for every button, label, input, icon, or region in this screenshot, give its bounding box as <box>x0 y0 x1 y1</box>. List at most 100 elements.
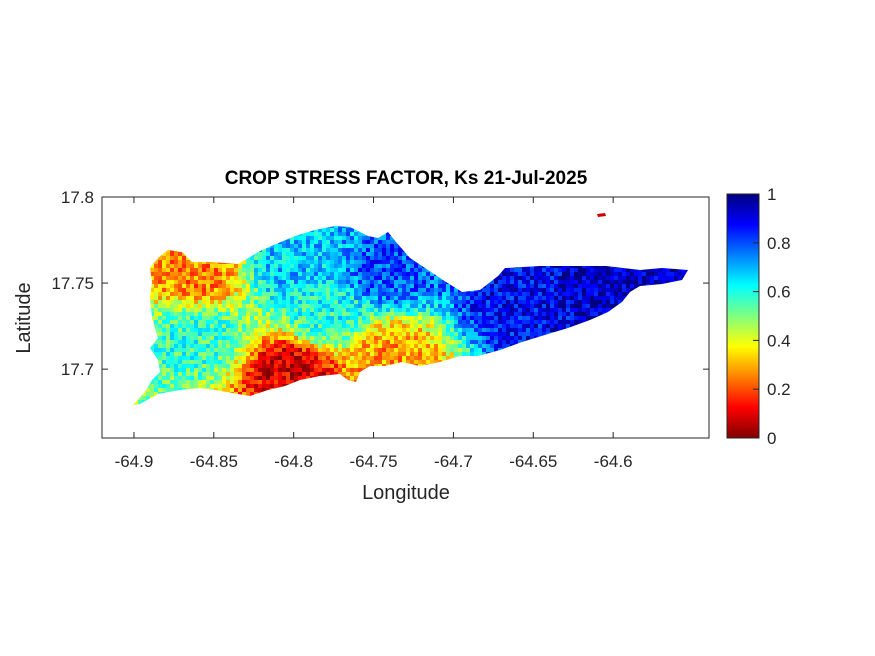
ks-cell <box>326 232 330 236</box>
ks-cell <box>494 300 498 304</box>
ks-cell <box>582 284 586 288</box>
ks-cell <box>206 296 210 300</box>
ks-cell <box>178 344 182 348</box>
ks-cell <box>158 308 162 312</box>
ks-cell <box>374 336 378 340</box>
ks-cell <box>302 296 306 300</box>
ks-cell <box>290 340 294 344</box>
ks-cell <box>566 280 570 284</box>
ks-cell <box>270 284 274 288</box>
ks-cell <box>170 288 174 292</box>
ks-cell <box>418 332 422 336</box>
ks-cell <box>286 320 290 324</box>
ks-cell <box>678 272 682 276</box>
ks-cell <box>214 352 218 356</box>
ks-cell <box>450 320 454 324</box>
ks-cell <box>218 320 222 324</box>
ks-cell <box>542 328 546 332</box>
ks-cell <box>218 328 222 332</box>
ks-cell <box>514 324 518 328</box>
ks-cell <box>234 324 238 328</box>
ks-cell <box>386 340 390 344</box>
ks-cell <box>578 292 582 296</box>
ks-cell <box>602 264 606 268</box>
ks-cell <box>218 352 222 356</box>
ks-cell <box>310 340 314 344</box>
ks-cell <box>314 284 318 288</box>
ks-cell <box>366 324 370 328</box>
ks-cell <box>178 300 182 304</box>
ks-cell <box>290 320 294 324</box>
ks-cell <box>166 296 170 300</box>
ks-cell <box>514 268 518 272</box>
ks-cell <box>214 356 218 360</box>
ks-cell <box>554 304 558 308</box>
ks-cell <box>502 268 506 272</box>
ks-cell <box>310 284 314 288</box>
ks-cell <box>282 312 286 316</box>
ks-cell <box>322 276 326 280</box>
ks-cell <box>430 324 434 328</box>
ks-cell <box>506 324 510 328</box>
ks-cell <box>638 268 642 272</box>
ks-cell <box>402 264 406 268</box>
ks-cell <box>334 324 338 328</box>
ks-cell <box>302 236 306 240</box>
ks-cell <box>402 252 406 256</box>
ks-cell <box>586 288 590 292</box>
ks-cell <box>406 352 410 356</box>
ks-cell <box>314 332 318 336</box>
ks-cell <box>666 280 670 284</box>
ks-cell <box>570 320 574 324</box>
ks-cell <box>630 288 634 292</box>
ks-cell <box>430 284 434 288</box>
ks-cell <box>358 320 362 324</box>
ks-cell <box>202 312 206 316</box>
ks-cell <box>178 308 182 312</box>
ks-cell <box>270 340 274 344</box>
ks-cell <box>294 292 298 296</box>
ks-cell <box>346 356 350 360</box>
ks-cell <box>394 328 398 332</box>
ks-cell <box>334 260 338 264</box>
ks-cell <box>626 268 630 272</box>
ks-cell <box>170 296 174 300</box>
ks-cell <box>158 280 162 284</box>
ks-cell <box>398 320 402 324</box>
ks-cell <box>362 232 366 236</box>
ks-cell <box>258 320 262 324</box>
ks-cell <box>426 268 430 272</box>
ks-cell <box>486 312 490 316</box>
ks-cell <box>286 272 290 276</box>
ks-cell <box>186 308 190 312</box>
ks-cell <box>526 300 530 304</box>
ks-cell <box>382 256 386 260</box>
ks-cell <box>314 244 318 248</box>
ks-cell <box>394 292 398 296</box>
ks-cell <box>442 324 446 328</box>
ks-cell <box>538 312 542 316</box>
ks-cell <box>346 344 350 348</box>
ks-cell <box>442 308 446 312</box>
ks-cell <box>422 308 426 312</box>
ks-cell <box>442 312 446 316</box>
ks-cell <box>558 296 562 300</box>
ks-cell <box>150 284 154 288</box>
ks-cell <box>346 340 350 344</box>
ks-cell <box>594 272 598 276</box>
ks-cell <box>222 268 226 272</box>
ks-cell <box>198 312 202 316</box>
ks-cell <box>438 332 442 336</box>
ks-cell <box>426 272 430 276</box>
ks-cell <box>598 280 602 284</box>
ks-cell <box>422 292 426 296</box>
ks-cell <box>286 280 290 284</box>
ks-cell <box>162 316 166 320</box>
ks-cell <box>290 292 294 296</box>
ks-cell <box>594 300 598 304</box>
ks-cell <box>366 348 370 352</box>
ks-cell <box>602 308 606 312</box>
ks-cell <box>390 244 394 248</box>
ks-cell <box>586 292 590 296</box>
ks-cell <box>350 340 354 344</box>
